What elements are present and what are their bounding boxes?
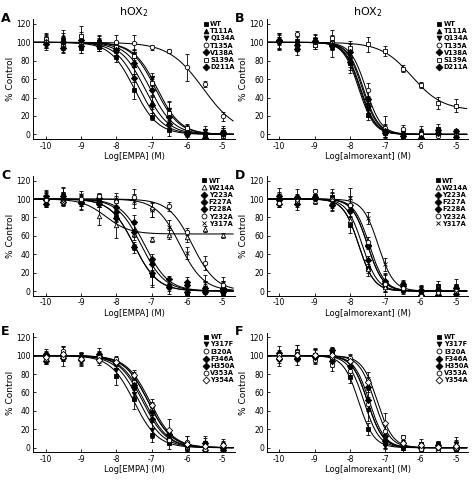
X-axis label: Log[EMPA] (M): Log[EMPA] (M) xyxy=(104,309,164,318)
Y-axis label: % Control: % Control xyxy=(239,214,248,258)
Y-axis label: % Control: % Control xyxy=(239,371,248,415)
Text: D: D xyxy=(235,169,245,182)
X-axis label: Log[EMPA] (M): Log[EMPA] (M) xyxy=(104,466,164,474)
Legend: WT, W214A, Y223A, F227A, F228A, Y232A, Y317A: WT, W214A, Y223A, F227A, F228A, Y232A, Y… xyxy=(201,177,236,228)
Text: E: E xyxy=(1,325,9,338)
Title: hOX$_2$: hOX$_2$ xyxy=(353,6,383,19)
Text: C: C xyxy=(1,169,10,182)
X-axis label: Log[almorexant] (M): Log[almorexant] (M) xyxy=(325,466,410,474)
Text: B: B xyxy=(235,12,244,25)
Title: hOX$_2$: hOX$_2$ xyxy=(119,6,149,19)
Y-axis label: % Control: % Control xyxy=(6,371,15,415)
Legend: WT, Y317F, I320A, F346A, H350A, V353A, Y354A: WT, Y317F, I320A, F346A, H350A, V353A, Y… xyxy=(202,334,236,384)
Y-axis label: % Control: % Control xyxy=(239,57,248,101)
X-axis label: Log[EMPA] (M): Log[EMPA] (M) xyxy=(104,152,164,161)
X-axis label: Log[almorexant] (M): Log[almorexant] (M) xyxy=(325,309,410,318)
Y-axis label: % Control: % Control xyxy=(6,214,15,258)
X-axis label: Log[almorexant] (M): Log[almorexant] (M) xyxy=(325,152,410,161)
Y-axis label: % Control: % Control xyxy=(6,57,15,101)
Legend: WT, W214A, Y223A, F227A, F228A, Y232A, Y317A: WT, W214A, Y223A, F227A, F228A, Y232A, Y… xyxy=(434,177,469,228)
Legend: WT, T111A, Q134A, T135A, V138A, S139A, D211A: WT, T111A, Q134A, T135A, V138A, S139A, D… xyxy=(202,20,236,71)
Text: A: A xyxy=(1,12,10,25)
Legend: WT, T111A, Q134A, T135A, V138A, S139A, D211A: WT, T111A, Q134A, T135A, V138A, S139A, D… xyxy=(436,20,469,71)
Legend: WT, Y317F, I320A, F346A, H350A, V353A, Y354A: WT, Y317F, I320A, F346A, H350A, V353A, Y… xyxy=(436,334,469,384)
Text: F: F xyxy=(235,325,243,338)
